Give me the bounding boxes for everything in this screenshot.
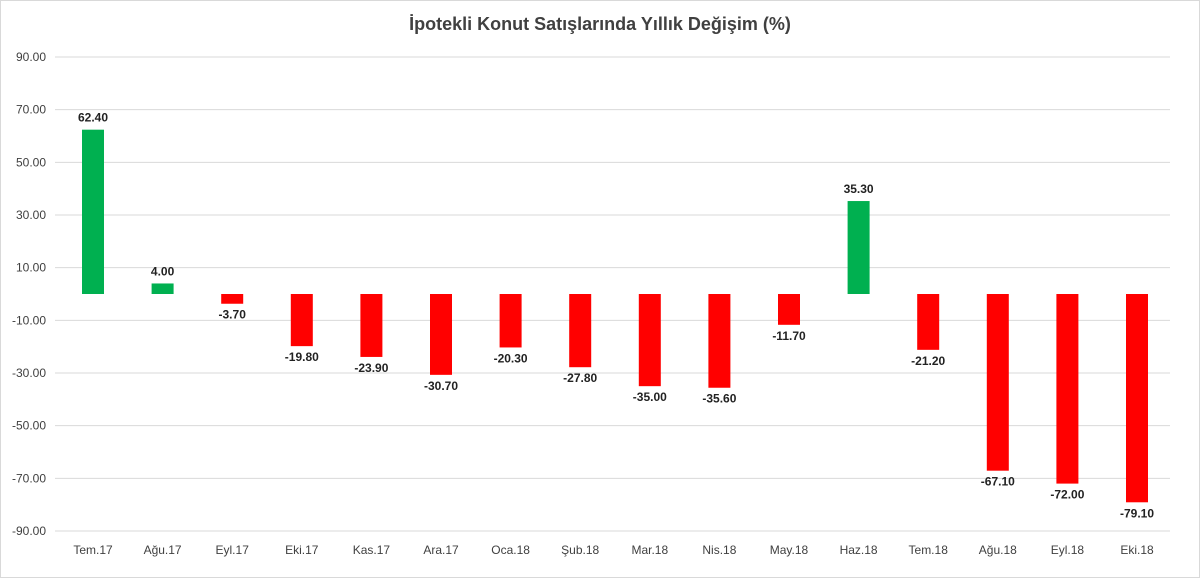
data-label: -19.80 — [285, 350, 319, 364]
bar — [1126, 294, 1148, 503]
y-tick-label: -10.00 — [12, 313, 46, 327]
y-tick-label: 50.00 — [16, 155, 46, 169]
x-tick-label: Mar.18 — [631, 543, 668, 557]
x-tick-label: Eki.17 — [285, 543, 319, 557]
data-label: 35.30 — [844, 182, 874, 196]
data-label: -3.70 — [219, 308, 247, 322]
y-tick-label: -70.00 — [12, 471, 46, 485]
bar — [221, 294, 244, 304]
chart-title: İpotekli Konut Satışlarında Yıllık Değiş… — [409, 14, 791, 34]
bar — [430, 294, 452, 375]
y-tick-label: 70.00 — [16, 103, 46, 117]
y-tick-label: -30.00 — [12, 366, 46, 380]
data-label: -30.70 — [424, 379, 458, 393]
data-label: 62.40 — [78, 111, 108, 125]
bar — [917, 294, 940, 350]
bar — [778, 294, 800, 325]
bar — [290, 294, 313, 347]
x-tick-label: Nis.18 — [702, 543, 736, 557]
x-tick-label: Haz.18 — [840, 543, 878, 557]
y-tick-label: 90.00 — [16, 50, 46, 64]
data-label: -27.80 — [563, 371, 597, 385]
bar — [986, 294, 1009, 471]
y-tick-label: -90.00 — [12, 524, 46, 538]
x-tick-label: Tem.17 — [73, 543, 113, 557]
data-label: -20.30 — [494, 351, 528, 365]
data-label: 4.00 — [151, 264, 175, 278]
data-label: -35.00 — [633, 390, 667, 404]
y-tick-label: 10.00 — [16, 261, 46, 275]
y-tick-label: 30.00 — [16, 208, 46, 222]
bar — [360, 294, 383, 357]
x-tick-label: Eyl.18 — [1051, 543, 1085, 557]
data-label: -11.70 — [772, 329, 806, 343]
bar — [847, 201, 870, 294]
x-tick-label: Eyl.17 — [216, 543, 250, 557]
x-tick-label: Ağu.17 — [144, 543, 182, 557]
bar — [499, 294, 522, 348]
x-tick-label: May.18 — [770, 543, 809, 557]
x-tick-label: Şub.18 — [561, 543, 599, 557]
bar — [1056, 294, 1079, 484]
x-tick-label: Eki.18 — [1120, 543, 1154, 557]
data-label: -21.20 — [911, 354, 945, 368]
data-label: -23.90 — [354, 361, 388, 375]
x-tick-label: Tem.18 — [909, 543, 949, 557]
x-tick-label: Ara.17 — [423, 543, 459, 557]
bar — [638, 294, 661, 387]
x-tick-label: Oca.18 — [491, 543, 530, 557]
y-tick-label: -50.00 — [12, 419, 46, 433]
data-label: -79.10 — [1120, 506, 1154, 520]
bar — [708, 294, 731, 388]
x-tick-label: Kas.17 — [353, 543, 391, 557]
bar — [569, 294, 592, 368]
bar — [82, 129, 104, 294]
bar — [151, 283, 174, 294]
data-label: -35.60 — [702, 392, 736, 406]
data-label: -67.10 — [981, 475, 1015, 489]
data-label: -72.00 — [1050, 488, 1084, 502]
x-tick-label: Ağu.18 — [979, 543, 1017, 557]
